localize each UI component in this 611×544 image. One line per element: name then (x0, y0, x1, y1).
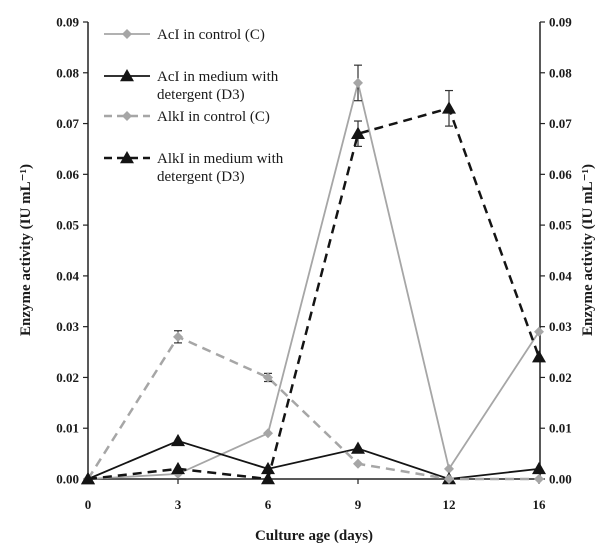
series-line (86, 335, 539, 481)
y-tick-left-label: 0.05 (56, 218, 79, 233)
legend-label: AlkI in control (C) (157, 109, 270, 125)
legend-label: detergent (D3) (157, 87, 245, 103)
data-point-diamond (534, 474, 544, 484)
data-point-triangle (171, 433, 185, 447)
data-point-diamond (263, 428, 273, 439)
legend-label: detergent (D3) (157, 169, 245, 185)
y-tick-right-label: 0.07 (549, 116, 572, 131)
legend-label: AcI in medium with (157, 69, 279, 85)
y-tick-right-label: 0.02 (549, 370, 572, 385)
data-point-diamond (173, 331, 183, 342)
y-tick-left-label: 0.03 (56, 319, 79, 334)
data-point-diamond (122, 29, 132, 39)
data-point-triangle (171, 461, 185, 475)
y-tick-right-label: 0.03 (549, 319, 572, 334)
series-4 (81, 89, 546, 485)
y-tick-left-label: 0.01 (56, 421, 79, 436)
legend: AcI in control (C) AcI in medium with dete… (104, 27, 284, 185)
y-tick-left-label: 0.00 (56, 472, 79, 487)
data-point-triangle (532, 350, 546, 363)
x-tick-label: 6 (265, 497, 272, 512)
y-tick-right-label: 0.06 (549, 167, 572, 182)
series-2 (81, 433, 546, 485)
x-tick-label: 16 (533, 497, 547, 512)
data-point-diamond (263, 372, 273, 383)
tick-labels: 0.00 0.01 0.02 0.03 0.04 0.05 0.06 0.07 0.08 0.09… (56, 15, 572, 513)
data-point-diamond (444, 474, 454, 484)
y-tick-right-label: 0.05 (549, 218, 572, 233)
x-tick-label: 9 (355, 497, 362, 512)
data-point-triangle (81, 472, 95, 485)
legend-item-4: AlkI in medium with detergent (D3) (104, 151, 284, 185)
y-axis-title-left: Enzyme activity (IU mL⁻¹) (18, 164, 34, 336)
data-point-triangle (261, 472, 275, 485)
x-tick-label: 3 (175, 497, 182, 512)
data-point-triangle (351, 126, 365, 139)
data-point-diamond (444, 463, 454, 474)
data-point-diamond (122, 111, 132, 121)
y-tick-right-label: 0.01 (549, 421, 572, 436)
series-line (87, 82, 540, 480)
y-tick-left-label: 0.07 (56, 116, 79, 131)
data-point-diamond (534, 326, 544, 337)
y-axis-title-right: Enzyme activity (IU mL⁻¹) (580, 164, 596, 336)
series-line (87, 106, 541, 481)
y-tick-right-label: 0.08 (549, 65, 572, 80)
data-point-diamond (353, 458, 363, 469)
y-tick-right-label: 0.09 (549, 15, 572, 30)
legend-item-2: AcI in medium with detergent (D3) (104, 69, 279, 103)
legend-label: AlkI in medium with (157, 151, 284, 167)
y-tick-right-label: 0.00 (549, 472, 572, 487)
x-axis-title: Culture age (days) (255, 528, 373, 544)
legend-item-3: AlkI in control (C) (104, 109, 270, 125)
data-point-triangle (261, 461, 275, 475)
x-tick-label: 12 (443, 497, 456, 512)
legend-label: AcI in control (C) (157, 27, 265, 43)
series-line (87, 439, 540, 480)
data-point-diamond (353, 77, 363, 88)
series-3 (83, 330, 544, 484)
data-point-triangle (120, 151, 134, 164)
series-layer (81, 64, 546, 485)
y-tick-left-label: 0.08 (56, 65, 79, 80)
axes (83, 21, 545, 484)
legend-item-1: AcI in control (C) (104, 27, 265, 43)
y-tick-left-label: 0.09 (56, 15, 79, 30)
data-point-triangle (351, 441, 365, 454)
x-tick-label: 0 (85, 497, 92, 512)
data-point-triangle (120, 69, 134, 82)
y-tick-right-label: 0.04 (549, 268, 572, 283)
y-tick-left-label: 0.04 (56, 268, 79, 283)
data-point-triangle (442, 101, 456, 114)
y-tick-left-label: 0.06 (56, 167, 79, 182)
y-tick-left-label: 0.02 (56, 370, 79, 385)
data-point-triangle (532, 461, 546, 475)
